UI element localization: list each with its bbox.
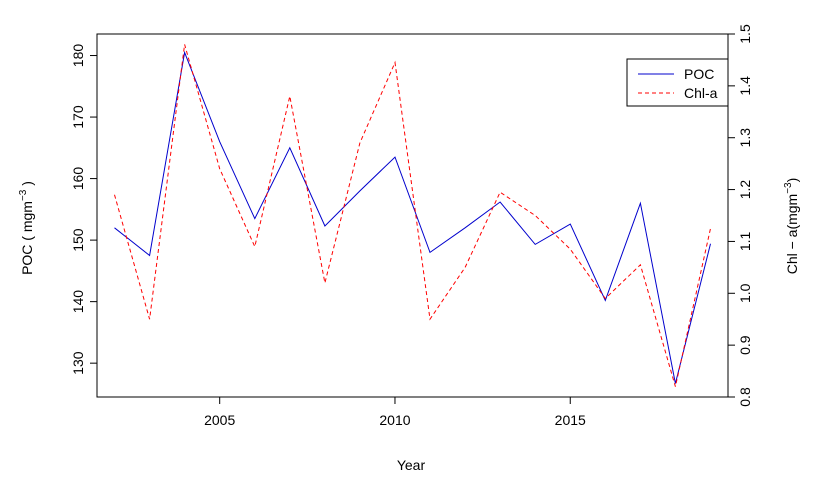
y-axis-left-label: POC ( mgm−3 ) bbox=[18, 181, 35, 275]
y-left-tick-label: 130 bbox=[70, 351, 86, 375]
y-left-label-tail: ) bbox=[19, 181, 35, 190]
y-left-label-main: POC ( mgm bbox=[19, 201, 35, 275]
legend: POC Chl-a bbox=[626, 58, 729, 107]
legend-label-poc: POC bbox=[684, 66, 714, 82]
y-right-tick-label: 1.4 bbox=[737, 76, 753, 96]
y-right-label-main: Chl − a(mgm bbox=[784, 194, 800, 275]
y-left-tick-label: 180 bbox=[70, 44, 86, 68]
y-right-tick-label: 1.1 bbox=[737, 231, 753, 251]
x-axis: 2005 2010 2015 bbox=[204, 397, 586, 428]
x-tick-label: 2010 bbox=[379, 412, 410, 428]
y-axis-right-label: Chl − a(mgm−3) bbox=[783, 178, 800, 275]
x-tick-label: 2015 bbox=[555, 412, 586, 428]
y-axis-right: 0.8 0.9 1.0 1.1 1.2 1.3 1.4 1.5 bbox=[728, 24, 753, 407]
y-left-tick-label: 140 bbox=[70, 290, 86, 314]
y-left-tick-label: 170 bbox=[70, 105, 86, 129]
y-right-tick-label: 0.9 bbox=[737, 335, 753, 355]
y-right-tick-label: 1.5 bbox=[737, 24, 753, 44]
series-layer bbox=[114, 44, 711, 387]
plot-frame bbox=[96, 33, 729, 398]
y-right-tick-label: 0.8 bbox=[737, 387, 753, 407]
legend-label-chl-a: Chl-a bbox=[684, 85, 718, 101]
y-left-tick-label: 160 bbox=[70, 167, 86, 191]
legend-box bbox=[626, 58, 729, 107]
y-left-tick-label: 150 bbox=[70, 228, 86, 252]
x-axis-label: Year bbox=[397, 457, 426, 473]
y-right-tick-label: 1.0 bbox=[737, 283, 753, 303]
x-tick-label: 2005 bbox=[204, 412, 235, 428]
y-left-label-sup: −3 bbox=[18, 189, 29, 201]
y-right-label-tail: ) bbox=[784, 178, 800, 183]
y-right-label-sup: −3 bbox=[783, 182, 794, 194]
y-right-tick-label: 1.3 bbox=[737, 128, 753, 148]
series-line-poc bbox=[114, 50, 711, 384]
y-right-tick-label: 1.2 bbox=[737, 180, 753, 200]
y-axis-left: 130 140 150 160 170 180 bbox=[70, 44, 97, 375]
series-line-chl-a bbox=[114, 44, 711, 387]
